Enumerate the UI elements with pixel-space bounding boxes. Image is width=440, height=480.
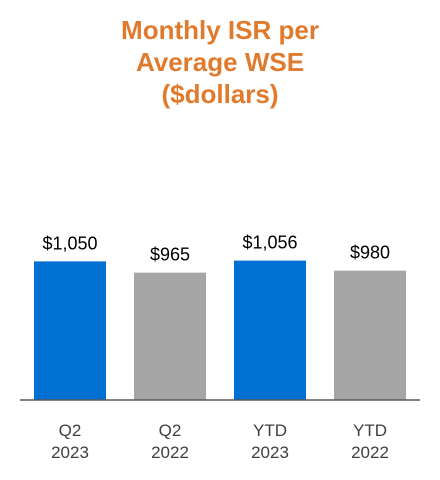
chart-title-line-2: Average WSE [135,47,305,77]
labels-group: $1,050 Q2 2023 $965 Q2 2022 $1,056 YTD 2023 $980 Y… [42,233,390,462]
data-label-1: $1,050 [42,233,97,253]
data-label-4: $980 [350,243,390,263]
x-tick-label-3-line-2: 2023 [251,443,289,462]
x-tick-label-1-line-2: 2023 [51,443,89,462]
bar-1 [34,261,106,400]
bar-3 [234,260,306,400]
x-tick-label-4-line-1: YTD [353,421,387,440]
bar-4 [334,270,406,400]
chart-title-line-1: Monthly ISR per [121,15,319,45]
bars-group [34,260,406,400]
x-tick-label-1-line-1: Q2 [59,421,82,440]
chart-title-line-3: ($dollars) [161,79,279,109]
x-tick-label-2-line-1: Q2 [159,421,182,440]
data-label-2: $965 [150,245,190,265]
data-label-3: $1,056 [242,233,297,253]
chart-title: Monthly ISR per Average WSE ($dollars) [0,14,440,110]
x-tick-label-3-line-1: YTD [253,421,287,440]
x-tick-label-4-line-2: 2022 [351,443,389,462]
x-tick-label-2-line-2: 2022 [151,443,189,462]
bar-2 [134,272,206,400]
